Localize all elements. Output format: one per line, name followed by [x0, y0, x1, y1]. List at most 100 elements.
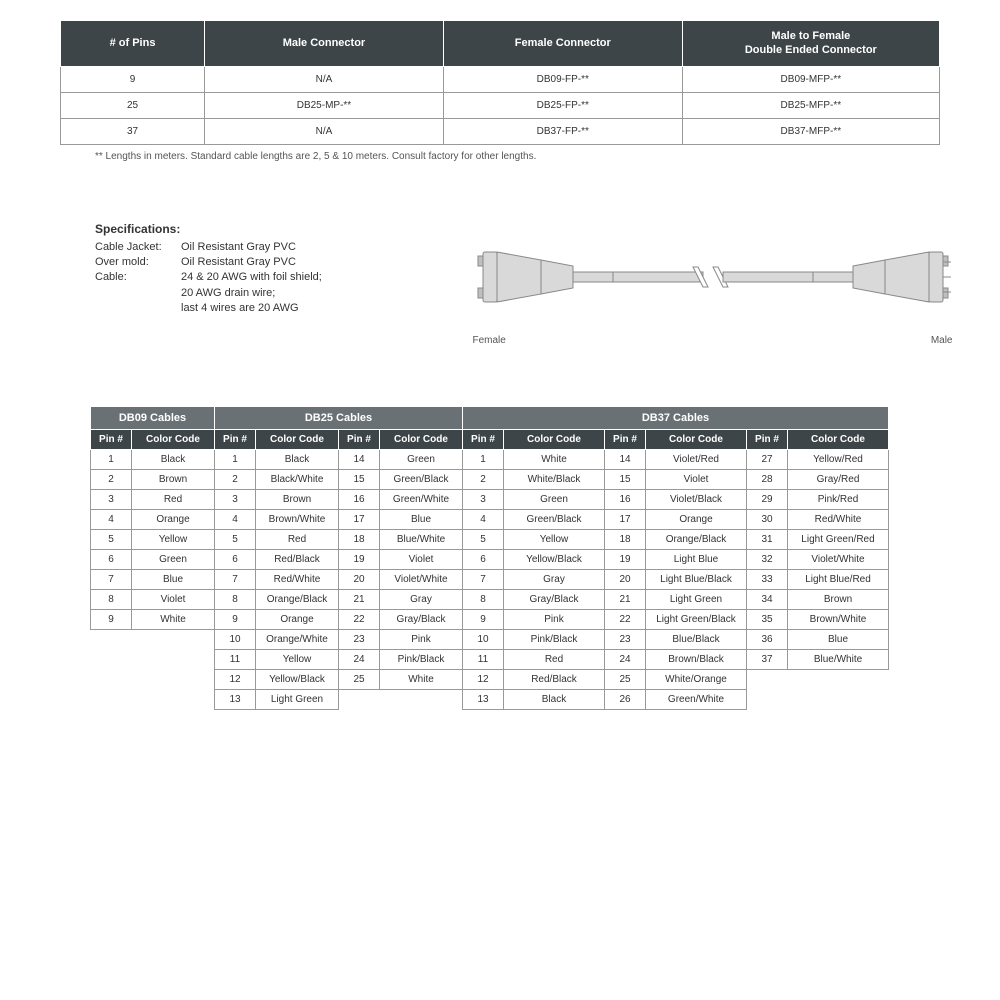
sub-header: Color Code	[132, 429, 215, 449]
pin-cell: 35	[747, 609, 788, 629]
spec-title: Specifications:	[95, 222, 425, 236]
color-cell: Blue	[788, 629, 889, 649]
color-cell: Violet/White	[380, 569, 463, 589]
pin-cell: 9	[91, 609, 132, 629]
pin-cell: 36	[747, 629, 788, 649]
color-cell: Red	[132, 489, 215, 509]
color-cell: Light Blue/Black	[646, 569, 747, 589]
pin-cell: 4	[463, 509, 504, 529]
color-cell: Brown/White	[256, 509, 339, 529]
color-cell: Light Blue	[646, 549, 747, 569]
pin-cell: 17	[339, 509, 380, 529]
pin-cell: 7	[215, 569, 256, 589]
color-cell: Black/White	[256, 469, 339, 489]
pin-cell: 7	[91, 569, 132, 589]
color-cell: Pink/Black	[504, 629, 605, 649]
color-cell: Red	[256, 529, 339, 549]
pin-cell: 13	[215, 689, 256, 709]
pin-cell: 2	[91, 469, 132, 489]
pin-cell: 6	[463, 549, 504, 569]
sub-header: Color Code	[646, 429, 747, 449]
color-cell: White	[132, 609, 215, 629]
pin-cell: 9	[463, 609, 504, 629]
color-cell: Blue/White	[380, 529, 463, 549]
color-cell: Violet	[646, 469, 747, 489]
pin-cell: 25	[339, 669, 380, 689]
pin-cell: 7	[463, 569, 504, 589]
pin-cell: 34	[747, 589, 788, 609]
color-cell: Gray/Black	[380, 609, 463, 629]
color-cell: Brown/Black	[646, 649, 747, 669]
pin-cell: 2	[463, 469, 504, 489]
color-cell: Violet/Black	[646, 489, 747, 509]
pin-cell: 18	[605, 529, 646, 549]
color-cell: Yellow	[132, 529, 215, 549]
color-cell: Violet/Red	[646, 449, 747, 469]
pin-cell: 15	[339, 469, 380, 489]
color-cell: Pink	[504, 609, 605, 629]
color-cell: Green/Black	[504, 509, 605, 529]
pin-cell: 31	[747, 529, 788, 549]
spec-label: Over mold:	[95, 255, 181, 270]
color-cell: Pink	[380, 629, 463, 649]
color-cell: Brown	[788, 589, 889, 609]
color-cell: White	[380, 669, 463, 689]
color-cell: Violet/White	[788, 549, 889, 569]
pin-cell: 5	[91, 529, 132, 549]
pin-cell: 6	[215, 549, 256, 569]
table-cell: N/A	[205, 118, 444, 144]
color-cell: Brown	[132, 469, 215, 489]
pin-cell: 22	[339, 609, 380, 629]
color-cell: Pink/Red	[788, 489, 889, 509]
pin-cell: 10	[215, 629, 256, 649]
spec-label	[95, 301, 181, 316]
color-cell: Violet	[132, 589, 215, 609]
color-cell: Orange/Black	[256, 589, 339, 609]
pin-cell: 5	[463, 529, 504, 549]
color-code-table: DB09 CablesDB25 CablesDB37 Cables Pin #C…	[90, 406, 889, 710]
color-cell: Orange/White	[256, 629, 339, 649]
pin-cell: 19	[339, 549, 380, 569]
color-cell: White/Black	[504, 469, 605, 489]
figure-label-male: Male	[931, 335, 953, 346]
pin-cell: 2	[215, 469, 256, 489]
pin-cell: 24	[605, 649, 646, 669]
pin-cell: 19	[605, 549, 646, 569]
spec-block: Specifications: Cable Jacket:Oil Resista…	[95, 222, 425, 317]
sub-header: Pin #	[91, 429, 132, 449]
color-cell: Black	[504, 689, 605, 709]
pin-cell: 26	[605, 689, 646, 709]
spec-value: Oil Resistant Gray PVC	[181, 255, 425, 270]
pin-cell: 4	[215, 509, 256, 529]
pin-cell: 24	[339, 649, 380, 669]
footnote: ** Lengths in meters. Standard cable len…	[95, 151, 960, 162]
cable-diagram	[473, 222, 953, 332]
spec-label: Cable:	[95, 270, 181, 285]
color-cell: Blue/White	[788, 649, 889, 669]
pin-cell: 32	[747, 549, 788, 569]
pin-cell: 29	[747, 489, 788, 509]
pin-cell: 13	[463, 689, 504, 709]
pin-cell: 25	[605, 669, 646, 689]
color-cell: Yellow	[256, 649, 339, 669]
col-header-mf: Male to FemaleDouble Ended Connector	[682, 21, 939, 67]
table-cell: DB09-FP-**	[443, 66, 682, 92]
color-cell: Yellow/Black	[256, 669, 339, 689]
pin-cell: 20	[339, 569, 380, 589]
color-cell: Red/Black	[504, 669, 605, 689]
color-cell: Light Green/Black	[646, 609, 747, 629]
table-cell: DB25-FP-**	[443, 92, 682, 118]
pin-cell: 21	[605, 589, 646, 609]
spec-value: Oil Resistant Gray PVC	[181, 240, 425, 255]
section-header: DB09 Cables	[91, 406, 215, 429]
spec-value: last 4 wires are 20 AWG	[181, 301, 425, 316]
color-cell: Orange	[132, 509, 215, 529]
color-cell: Yellow/Red	[788, 449, 889, 469]
pin-cell: 37	[747, 649, 788, 669]
color-cell: Light Blue/Red	[788, 569, 889, 589]
color-cell: Red/Black	[256, 549, 339, 569]
pin-cell: 5	[215, 529, 256, 549]
section-header: DB37 Cables	[463, 406, 889, 429]
pin-cell: 6	[91, 549, 132, 569]
color-cell: Pink/Black	[380, 649, 463, 669]
